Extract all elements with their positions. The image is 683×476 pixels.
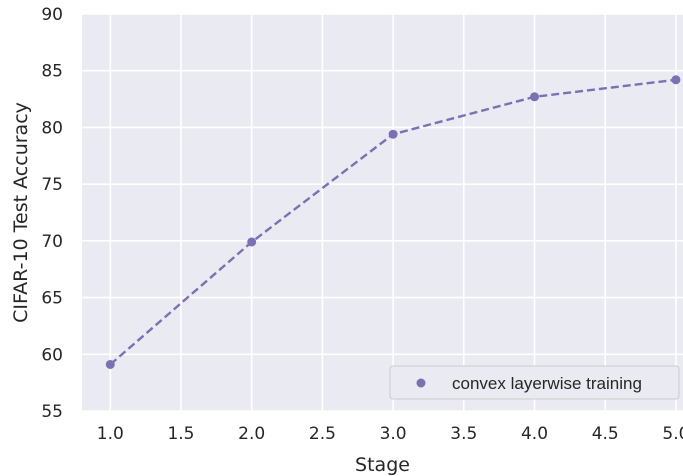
x-tick-label: 4.0	[521, 424, 548, 444]
data-point	[388, 129, 398, 139]
y-tick-labels: 55 60 65 70 75 80 85 90	[41, 5, 63, 422]
legend-box	[389, 365, 680, 400]
y-tick-label: 65	[41, 289, 63, 309]
y-tick-label: 60	[41, 345, 63, 365]
y-tick-label: 70	[41, 232, 63, 252]
legend-marker	[416, 378, 426, 388]
x-tick-label: 2.0	[238, 424, 265, 444]
y-tick-label: 85	[41, 62, 63, 82]
x-tick-label: 1.0	[97, 424, 124, 444]
data-point	[247, 237, 257, 247]
x-tick-label: 3.0	[380, 424, 407, 444]
x-tick-label: 4.5	[592, 424, 619, 444]
series-points	[105, 75, 681, 369]
data-point	[530, 92, 540, 102]
y-tick-label: 90	[41, 5, 63, 25]
data-point	[671, 75, 681, 85]
gridlines	[82, 13, 683, 412]
legend-label: convex layerwise training	[452, 374, 642, 393]
y-tick-label: 75	[41, 175, 63, 195]
x-tick-label: 3.5	[450, 424, 477, 444]
x-tick-label: 1.5	[167, 424, 194, 444]
y-axis-label: CIFAR-10 Test Accuracy	[10, 102, 32, 323]
y-tick-label: 80	[41, 118, 63, 138]
y-tick-label: 55	[41, 402, 63, 422]
legend: convex layerwise training	[389, 365, 680, 400]
x-tick-label: 2.5	[309, 424, 336, 444]
x-axis-label: Stage	[355, 454, 410, 476]
x-tick-labels: 1.0 1.5 2.0 2.5 3.0 3.5 4.0 4.5 5.0	[97, 424, 683, 444]
data-point	[105, 359, 115, 369]
x-tick-label: 5.0	[662, 424, 683, 444]
plot-area	[82, 14, 683, 411]
